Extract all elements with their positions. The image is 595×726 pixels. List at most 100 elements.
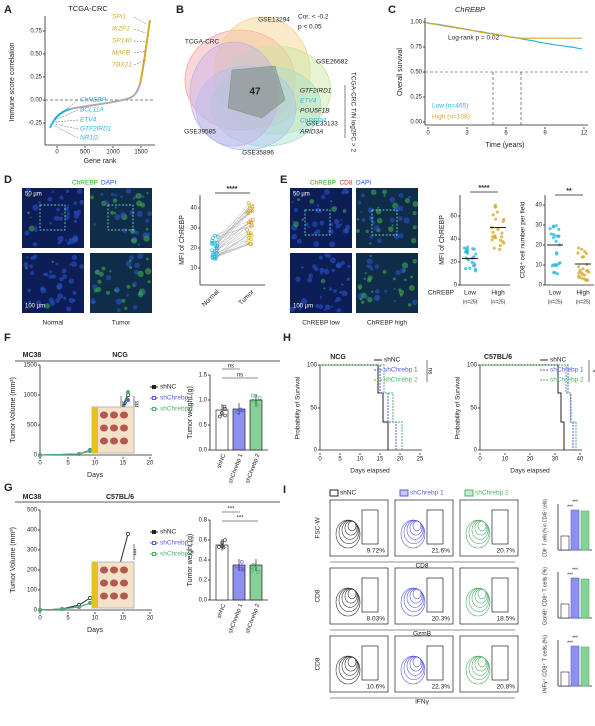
set-label: TCGA-CRC — [185, 39, 220, 46]
cell — [299, 307, 302, 311]
x-tick-label: shNC — [217, 453, 228, 470]
contour — [465, 587, 491, 617]
dot — [555, 272, 560, 276]
bar — [570, 645, 580, 687]
axis-label: CD8 — [415, 563, 428, 570]
cell — [398, 193, 404, 199]
cell — [137, 243, 141, 246]
contour — [471, 588, 489, 608]
cell — [323, 188, 330, 195]
cell — [79, 199, 85, 205]
cell — [98, 271, 104, 277]
label: Days elapsed — [350, 468, 390, 475]
cell — [121, 298, 126, 303]
dot — [552, 233, 556, 237]
legend-label: shChrebp 2 — [384, 377, 418, 384]
percent-label: 8.03% — [367, 616, 386, 623]
cell — [23, 262, 29, 268]
percent-label: 20.7% — [497, 548, 516, 555]
survival-curve — [480, 364, 577, 450]
cell — [301, 265, 304, 269]
dot — [239, 567, 243, 571]
cell — [411, 299, 418, 306]
panel-letter: F — [4, 332, 11, 344]
tumor — [100, 592, 108, 600]
bar — [232, 408, 246, 451]
cell — [120, 211, 126, 218]
line — [214, 211, 251, 243]
legend-label: shChrebp 1 — [160, 395, 194, 402]
group-label: Tumor — [112, 320, 131, 327]
cell — [94, 269, 100, 275]
contour — [347, 588, 357, 600]
dot — [249, 224, 253, 229]
contour — [468, 655, 490, 680]
cell — [113, 212, 117, 215]
y-tick-label: 0.6 — [199, 538, 208, 544]
cell — [132, 305, 138, 310]
line — [214, 222, 251, 247]
cell — [75, 209, 82, 215]
set-label: GSE26682 — [316, 59, 348, 66]
dot — [245, 240, 250, 245]
label: Immune score correlation — [9, 42, 16, 121]
cell — [341, 191, 345, 195]
legend-marker — [152, 385, 156, 389]
y-tick-label: 0.75 — [410, 45, 422, 51]
cell — [364, 295, 370, 300]
set-label: GSE33133 — [306, 121, 338, 128]
x-tick-label: 500 — [80, 150, 91, 156]
cell — [360, 193, 365, 198]
dot — [249, 233, 254, 238]
dot — [253, 563, 258, 568]
cell — [369, 254, 373, 258]
dot — [498, 247, 502, 252]
dot — [241, 568, 245, 572]
significance: ns — [228, 364, 234, 370]
cell — [101, 266, 106, 271]
label: Days — [87, 472, 103, 479]
cell — [361, 218, 366, 222]
cell — [135, 192, 142, 199]
x-tick-label: 1000 — [106, 150, 120, 156]
dot — [250, 204, 255, 208]
line — [214, 220, 251, 236]
ruler — [92, 562, 98, 608]
dot — [585, 278, 589, 282]
cell — [128, 254, 135, 261]
significance: ns — [135, 401, 141, 407]
axis-label: GzmB — [413, 631, 431, 638]
dot — [215, 244, 220, 249]
cell — [79, 264, 85, 269]
y-tick-label: 0 — [539, 283, 543, 289]
dot — [220, 411, 224, 415]
dot — [580, 255, 584, 259]
y-tick-label: 0 — [474, 448, 478, 454]
cell — [319, 257, 322, 260]
gate — [491, 577, 509, 613]
y-tick-label: 0 — [34, 608, 38, 614]
legend-marker — [152, 541, 156, 545]
dot — [498, 238, 503, 242]
strain-label: NCG — [112, 352, 128, 359]
bar — [580, 510, 590, 551]
dot — [217, 414, 222, 419]
line — [54, 99, 79, 119]
cell — [359, 297, 363, 301]
contour — [338, 655, 360, 680]
cell — [412, 211, 417, 216]
label: MFI of ChREBP — [179, 215, 186, 265]
scale-bar: 100 µm — [293, 304, 313, 310]
tumor — [120, 411, 128, 419]
y-tick-label: 0.0 — [199, 448, 208, 454]
percent-label: 20.8% — [497, 684, 516, 691]
dot — [582, 277, 586, 281]
panel-letter: G — [4, 482, 13, 494]
dot — [250, 568, 254, 573]
y-tick-label: 1.0 — [199, 398, 208, 404]
cell — [330, 200, 333, 203]
dot — [250, 223, 254, 228]
cell — [295, 194, 298, 197]
dot — [247, 206, 252, 211]
cell — [305, 222, 309, 227]
